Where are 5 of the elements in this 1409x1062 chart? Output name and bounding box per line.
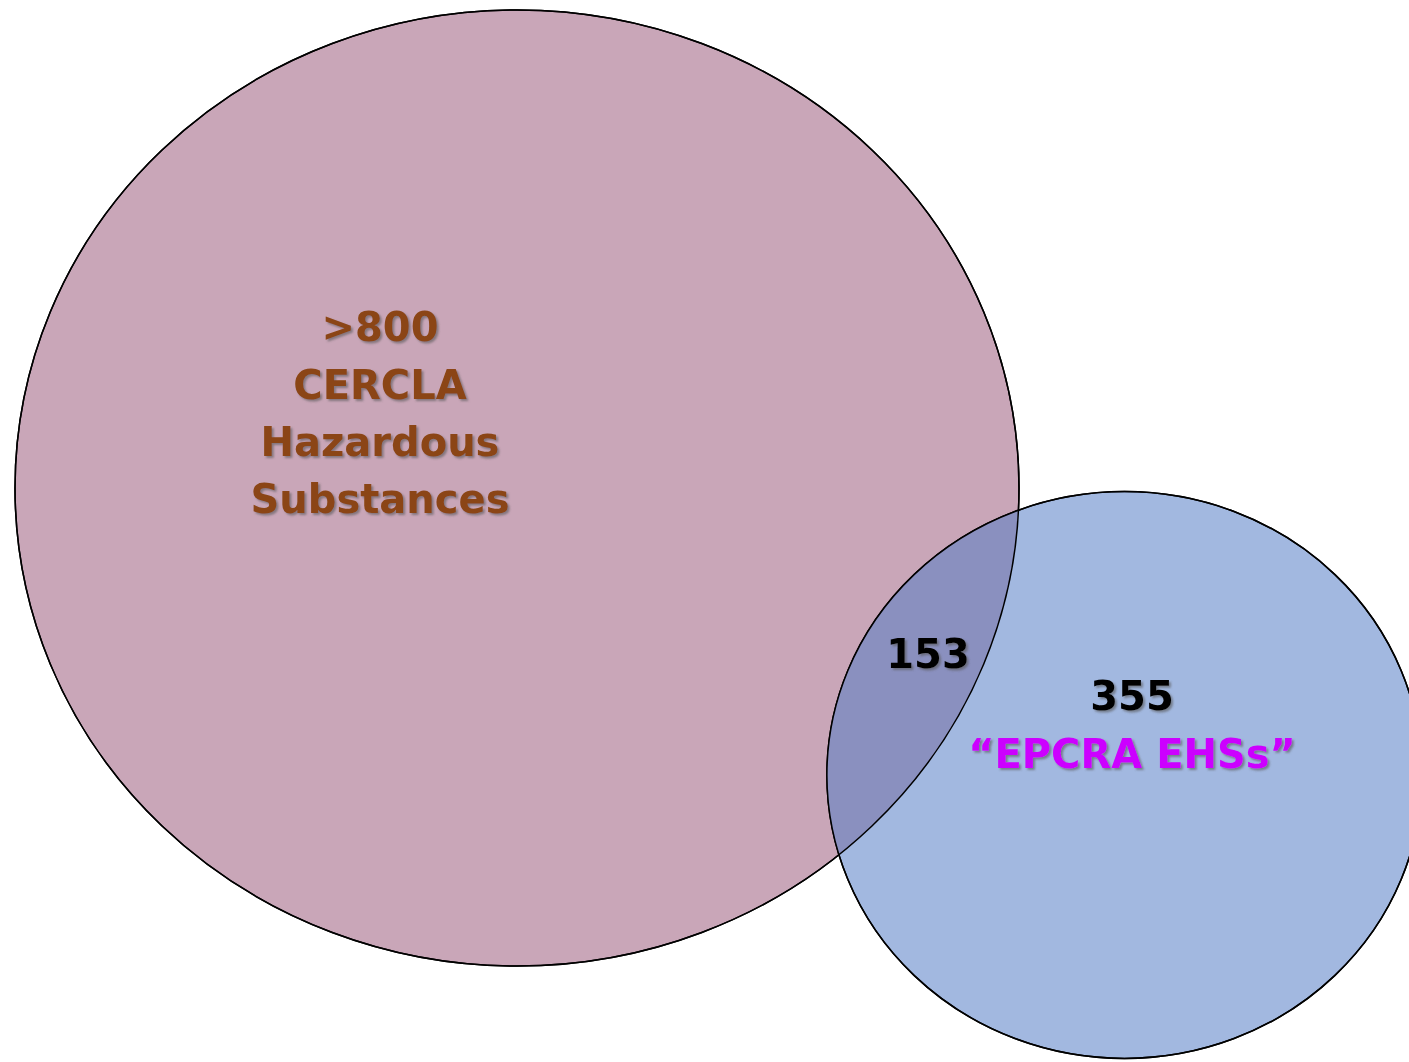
data-label: 153 xyxy=(886,631,970,677)
data-label: >800 xyxy=(321,304,439,350)
category-label: CERCLA Hazardous Substances xyxy=(250,362,510,522)
category-label: “EPCRA EHSs” xyxy=(968,731,1296,777)
data-label: 355 xyxy=(1090,673,1174,719)
